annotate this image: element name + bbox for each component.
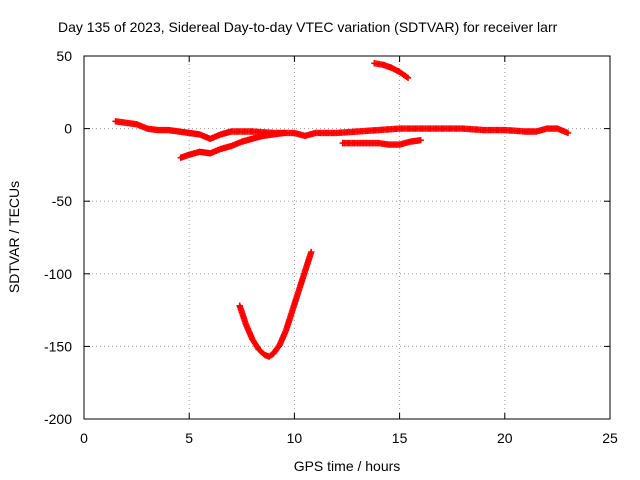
axis-ticks: 0 5 10 15 20 25 -200 -150 -100 -50 0 50 (44, 48, 618, 446)
y-tick-label: 0 (64, 121, 72, 137)
x-tick-label: 5 (185, 430, 193, 446)
grid-lines (84, 56, 610, 419)
y-tick-label: -150 (44, 338, 72, 354)
x-tick-label: 0 (80, 430, 88, 446)
x-tick-label: 10 (287, 430, 303, 446)
series-track (112, 118, 572, 142)
data-point (280, 129, 288, 137)
y-tick-label: -50 (52, 193, 72, 209)
data-series (112, 60, 572, 360)
y-tick-label: 50 (56, 48, 72, 64)
x-tick-label: 20 (497, 430, 513, 446)
data-point (417, 137, 424, 144)
chart-title: Day 135 of 2023, Sidereal Day-to-day VTE… (58, 19, 558, 35)
y-tick-label: -100 (44, 266, 72, 282)
series-track (339, 137, 424, 148)
data-point (404, 74, 412, 81)
plot-frame (83, 55, 611, 420)
x-tick-label: 25 (602, 430, 618, 446)
y-tick-label: -200 (44, 411, 72, 427)
data-point (564, 129, 572, 137)
series-track (177, 129, 288, 161)
series-track (371, 60, 412, 81)
series-track (236, 248, 315, 360)
y-axis-label: SDTVAR / TECUs (6, 181, 22, 293)
x-axis-label: GPS time / hours (294, 458, 401, 474)
data-point (308, 248, 315, 256)
x-tick-label: 15 (392, 430, 408, 446)
